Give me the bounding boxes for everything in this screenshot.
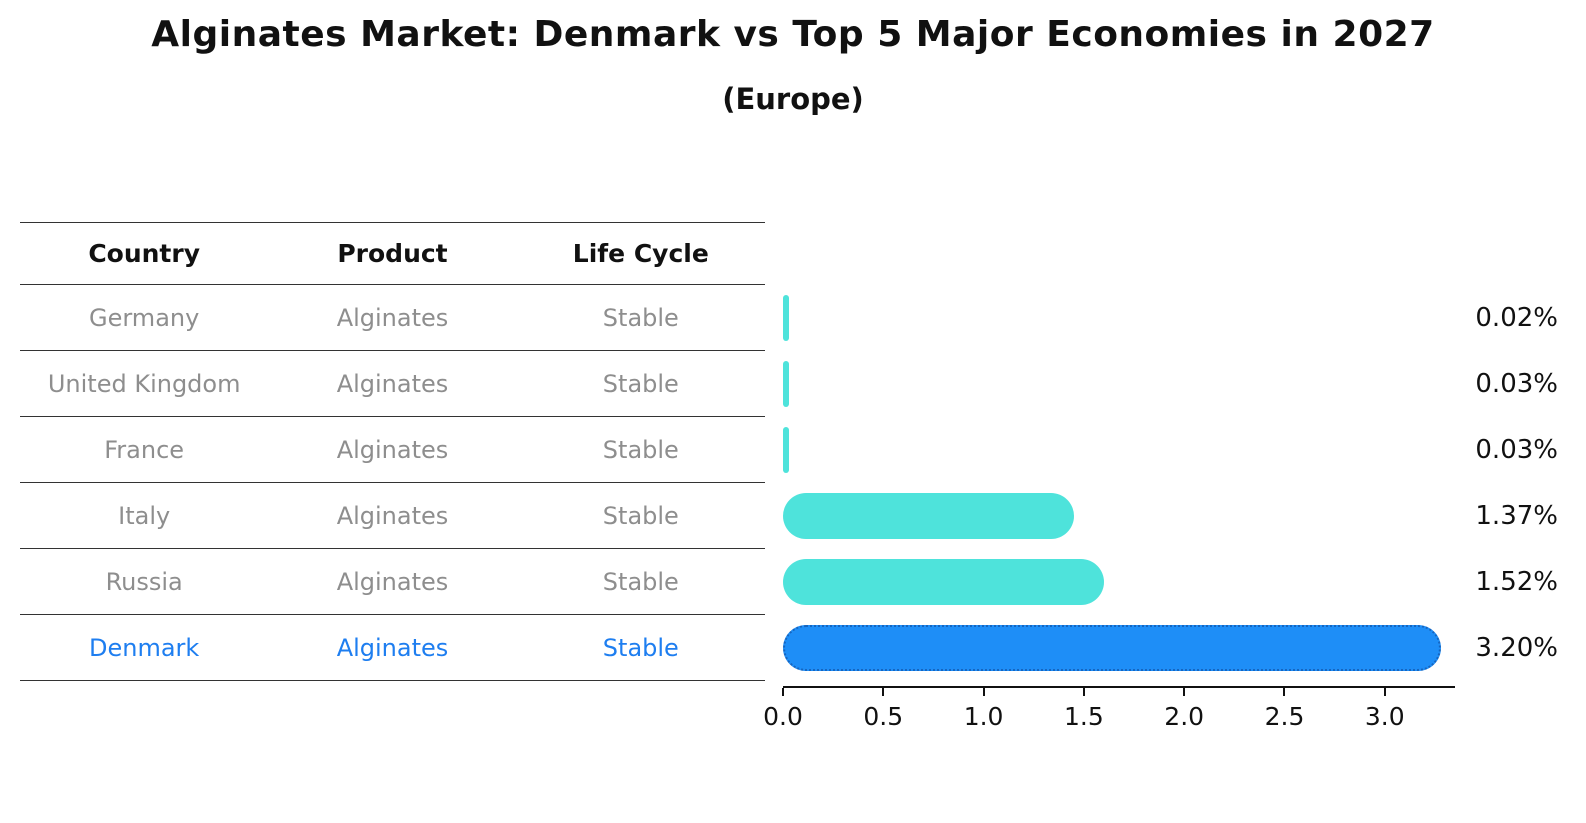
cell-country: France <box>104 435 185 464</box>
bar-germany <box>783 295 789 341</box>
x-tick-mark <box>782 688 784 696</box>
x-axis-line <box>783 686 1455 688</box>
cell-product: Alginates <box>336 435 449 464</box>
cell-product: Alginates <box>336 369 449 398</box>
bar-chart: 0.02% 0.03% 0.03% 1.37% 1.52% 3.20% 0.0 0.5 1.0… <box>763 222 1583 782</box>
cell-product: Alginates <box>336 501 449 530</box>
cell-life-cycle: Stable <box>602 633 679 662</box>
x-tick-label: 2.5 <box>1264 702 1305 731</box>
x-tick-label: 0.0 <box>763 702 803 731</box>
bar-denmark <box>783 625 1441 671</box>
cell-country: Russia <box>105 567 183 596</box>
country-table: Country Product Life Cycle Germany Algina… <box>20 222 765 681</box>
x-tick-mark <box>1082 688 1085 696</box>
value-label-russia: 1.52% <box>1475 567 1558 597</box>
bar-france <box>783 427 790 473</box>
value-label-denmark: 3.20% <box>1475 633 1558 663</box>
cell-country: Germany <box>89 303 200 332</box>
x-tick-label: 2.0 <box>1164 702 1205 731</box>
cell-life-cycle: Stable <box>602 435 679 464</box>
table-row-denmark: Denmark Alginates Stable <box>20 615 765 681</box>
cell-life-cycle: Stable <box>602 369 679 398</box>
bar-united-kingdom <box>783 361 790 407</box>
x-tick-mark <box>982 688 985 696</box>
cell-country: Denmark <box>89 633 200 662</box>
x-tick-mark <box>1183 688 1186 696</box>
value-label-germany: 0.02% <box>1475 303 1558 333</box>
table-row-russia: Russia Alginates Stable <box>20 549 765 615</box>
table-row-italy: Italy Alginates Stable <box>20 483 765 549</box>
bar-russia <box>783 559 1104 605</box>
x-tick-label: 3.0 <box>1364 702 1405 731</box>
table-body: Germany Alginates Stable United Kingdom Algi… <box>20 285 765 681</box>
x-tick-mark <box>882 688 885 696</box>
cell-life-cycle: Stable <box>602 501 679 530</box>
x-tick-label: 1.5 <box>1064 702 1104 731</box>
cell-life-cycle: Stable <box>602 567 679 596</box>
value-label-france: 0.03% <box>1475 435 1558 465</box>
chart-subtitle: (Europe) <box>722 82 864 116</box>
cell-life-cycle: Stable <box>602 303 679 332</box>
col-header-country: Country <box>88 239 201 268</box>
table-row-germany: Germany Alginates Stable <box>20 285 765 351</box>
col-header-product: Product <box>337 239 448 268</box>
x-tick-mark <box>1383 688 1386 696</box>
value-label-united-kingdom: 0.03% <box>1475 369 1558 399</box>
table-row-united-kingdom: United Kingdom Alginates Stable <box>20 351 765 417</box>
cell-product: Alginates <box>336 567 449 596</box>
value-label-italy: 1.37% <box>1475 501 1558 531</box>
cell-country: Italy <box>118 501 171 530</box>
cell-product: Alginates <box>336 303 449 332</box>
cell-product: Alginates <box>336 633 449 662</box>
x-tick-label: 0.5 <box>863 702 904 731</box>
col-header-life-cycle: Life Cycle <box>572 239 709 268</box>
table-row-france: France Alginates Stable <box>20 417 765 483</box>
table-header-row: Country Product Life Cycle <box>20 222 765 285</box>
bar-italy <box>783 493 1074 539</box>
cell-country: United Kingdom <box>47 369 241 398</box>
x-tick-mark <box>1283 688 1286 696</box>
x-tick-label: 1.0 <box>963 702 1004 731</box>
chart-title: Alginates Market: Denmark vs Top 5 Major… <box>151 14 1435 55</box>
